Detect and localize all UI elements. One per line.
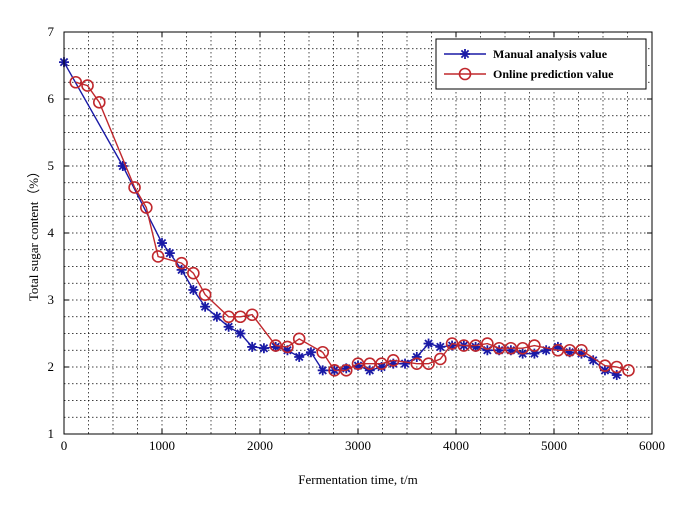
data-point-circle	[128, 181, 141, 194]
data-point-asterisk	[258, 343, 269, 354]
y-tick-label: 3	[48, 292, 55, 307]
data-point-circle	[375, 357, 388, 370]
data-point-asterisk	[188, 284, 199, 295]
y-tick-label: 7	[48, 24, 55, 39]
legend-box	[435, 38, 647, 90]
x-tick-label: 1000	[149, 438, 175, 453]
legend-label-1: Manual analysis value	[493, 47, 608, 61]
data-point-circle	[528, 339, 541, 352]
data-point-circle	[469, 339, 482, 352]
x-tick-label: 3000	[345, 438, 371, 453]
data-point-asterisk	[317, 365, 328, 376]
data-point-asterisk	[164, 248, 175, 259]
data-point-asterisk	[211, 311, 222, 322]
data-point-asterisk	[270, 341, 281, 352]
data-point-asterisk	[599, 365, 610, 376]
data-point-asterisk	[400, 358, 411, 369]
data-point-circle	[187, 266, 200, 280]
data-point-circle	[292, 332, 306, 346]
x-tick-label: 5000	[541, 438, 567, 453]
legend-marker-2	[458, 67, 472, 81]
data-point-asterisk	[223, 321, 234, 332]
data-point-circle	[445, 337, 459, 350]
data-point-circle	[622, 364, 635, 377]
data-point-circle	[281, 340, 294, 354]
data-point-asterisk	[435, 341, 446, 352]
data-point-circle	[386, 353, 400, 367]
legend-marker-1	[460, 49, 470, 59]
data-point-circle	[198, 288, 212, 301]
x-tick-label: 0	[61, 438, 68, 453]
data-point-circle	[151, 250, 165, 263]
x-tick-label: 4000	[443, 438, 469, 453]
grid	[64, 32, 652, 434]
data-point-circle	[575, 343, 588, 357]
data-point-asterisk	[247, 341, 258, 352]
data-point-asterisk	[200, 301, 211, 312]
axis-ticks: 0 1000 2000 3000 4000 5000 6000 1 2 3 4 5 6 7	[48, 24, 666, 453]
x-axis-title: Fermentation time, t/m	[298, 472, 418, 487]
data-point-circle	[175, 256, 188, 270]
data-point-circle	[481, 337, 494, 350]
y-tick-label: 6	[48, 91, 55, 106]
data-point-circle	[140, 201, 153, 214]
y-tick-label: 2	[48, 359, 55, 374]
data-point-circle	[339, 364, 353, 377]
series-group	[59, 57, 635, 381]
data-point-circle	[92, 96, 106, 109]
legend-label-2: Online prediction value	[493, 67, 614, 81]
data-point-asterisk	[157, 238, 167, 249]
data-point-circle	[516, 341, 529, 355]
data-point-circle	[610, 360, 624, 374]
data-point-asterisk	[235, 328, 246, 339]
y-tick-label: 1	[48, 426, 55, 441]
data-point-circle	[69, 75, 83, 89]
data-point-circle	[269, 339, 282, 352]
data-point-asterisk	[305, 347, 316, 358]
data-point-circle	[234, 310, 247, 324]
y-tick-label: 5	[48, 158, 55, 173]
x-tick-label: 6000	[639, 438, 665, 453]
data-point-circle	[316, 345, 330, 359]
data-point-asterisk	[294, 351, 305, 362]
legend: Manual analysis value Online prediction v…	[435, 38, 647, 90]
data-point-circle	[422, 357, 435, 370]
x-tick-label: 2000	[247, 438, 273, 453]
data-point-asterisk	[423, 338, 434, 349]
data-point-circle	[434, 352, 447, 366]
y-axis-title: Total sugar content（%）	[26, 165, 41, 301]
y-tick-label: 4	[48, 225, 55, 240]
data-point-circle	[598, 359, 612, 372]
data-point-circle	[245, 308, 259, 322]
data-point-circle	[81, 79, 94, 92]
